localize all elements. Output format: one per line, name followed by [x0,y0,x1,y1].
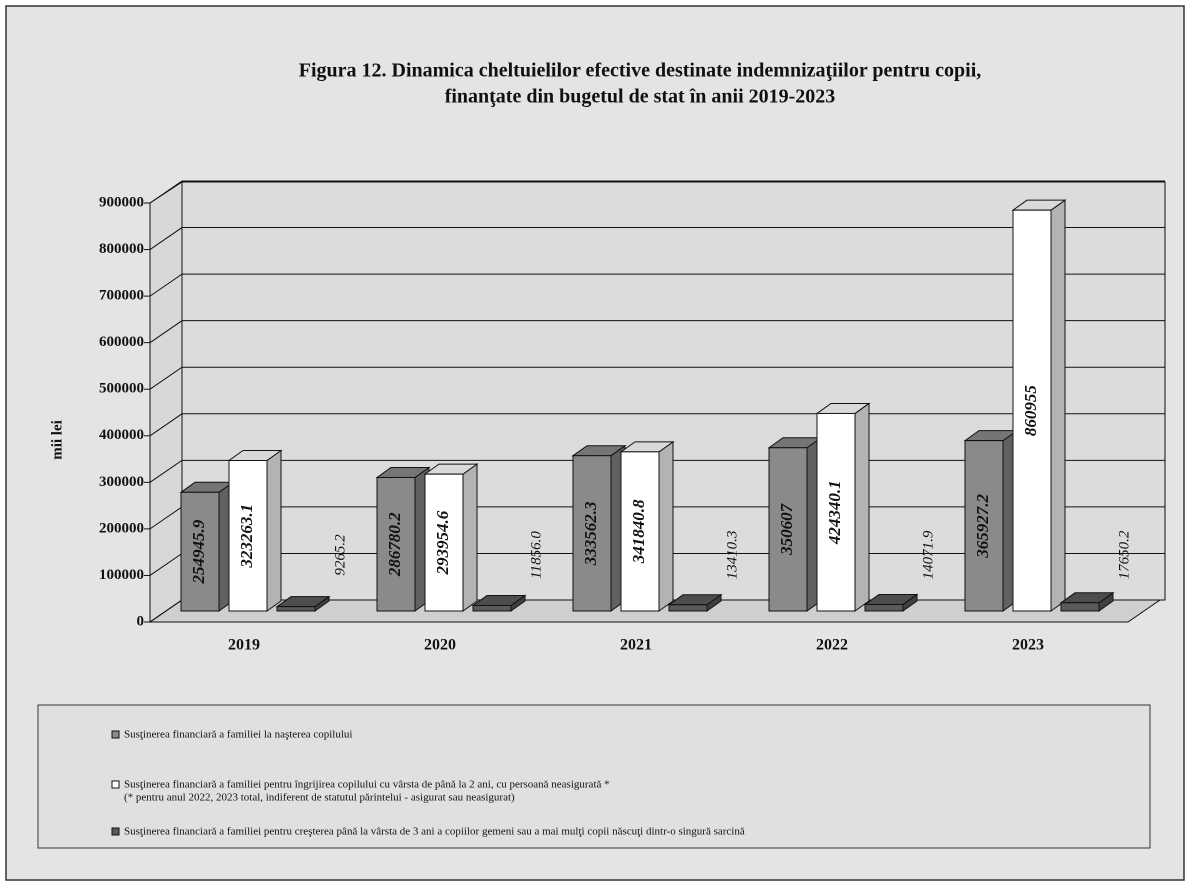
bar-side [854,402,870,612]
bar [768,447,808,612]
y-tick-label: 0 [137,613,145,629]
x-tick-label: 2021 [620,637,652,654]
legend-label: Susţinerea financiară a familiei pentru … [124,779,610,791]
bar [620,451,660,612]
bar [228,460,268,612]
bar-side [1050,199,1066,612]
y-tick-label: 900000 [99,194,144,210]
data-label: 17650.2 [1116,530,1132,579]
data-label: 11856.0 [528,531,544,579]
side-wall [149,181,183,623]
x-tick-label: 2022 [816,637,848,654]
x-tick-label: 2020 [424,637,456,654]
bar-side [462,463,478,612]
bar [1012,209,1052,612]
legend-label: Susţinerea financiară a familiei la naşt… [124,729,352,741]
y-tick-label: 100000 [99,567,144,583]
legend [37,704,1151,849]
data-label: 9265.2 [332,534,348,576]
grid-line [149,180,1165,204]
grid-line [149,366,1165,390]
data-label: 293954.6 [433,510,452,575]
legend-marker [111,827,120,836]
bar-side [266,449,282,612]
data-label: 254945.9 [189,519,208,584]
bar [668,604,708,612]
bar [180,491,220,612]
y-tick-label: 500000 [99,381,144,397]
y-tick-label: 200000 [99,520,144,536]
data-label: 860955 [1021,385,1040,437]
data-label: 341840.8 [629,499,648,564]
y-tick-label: 600000 [99,334,144,350]
legend-note: (* pentru anul 2022, 2023 total, indifer… [124,792,515,804]
data-label: 13410.3 [724,531,740,580]
legend-marker [111,780,120,789]
bar [1060,602,1100,612]
data-label: 333562.3 [581,501,600,566]
chart-title: Figura 12. Dinamica cheltuielilor efecti… [299,60,982,82]
grid-line [149,273,1165,297]
y-tick-label: 300000 [99,474,144,490]
data-label: 286780.2 [385,512,404,577]
grid-line [149,320,1165,344]
x-tick-label: 2019 [228,637,260,654]
y-tick-label: 700000 [99,288,144,304]
bar [864,603,904,612]
legend-marker [111,730,120,739]
data-label: 365927.2 [973,493,992,558]
legend-label: Susţinerea financiară a familiei pentru … [124,826,745,838]
bar [424,473,464,612]
bar [964,440,1004,612]
y-tick-label: 400000 [99,427,144,443]
data-label: 14071.9 [920,530,936,579]
data-label: 424340.1 [825,480,844,545]
x-tick-label: 2023 [1012,637,1044,654]
y-tick-label: 800000 [99,241,144,257]
chart-title: finanţate din bugetul de stat în anii 20… [445,86,836,108]
grid-line [149,227,1165,250]
data-label: 350607 [777,502,796,556]
bar [472,604,512,612]
y-axis-label: mii lei [49,420,65,460]
bar [276,606,316,612]
data-label: 323263.1 [237,504,256,569]
bar [376,476,416,612]
bar [816,412,856,612]
bar [572,455,612,612]
bar-side [658,440,674,612]
